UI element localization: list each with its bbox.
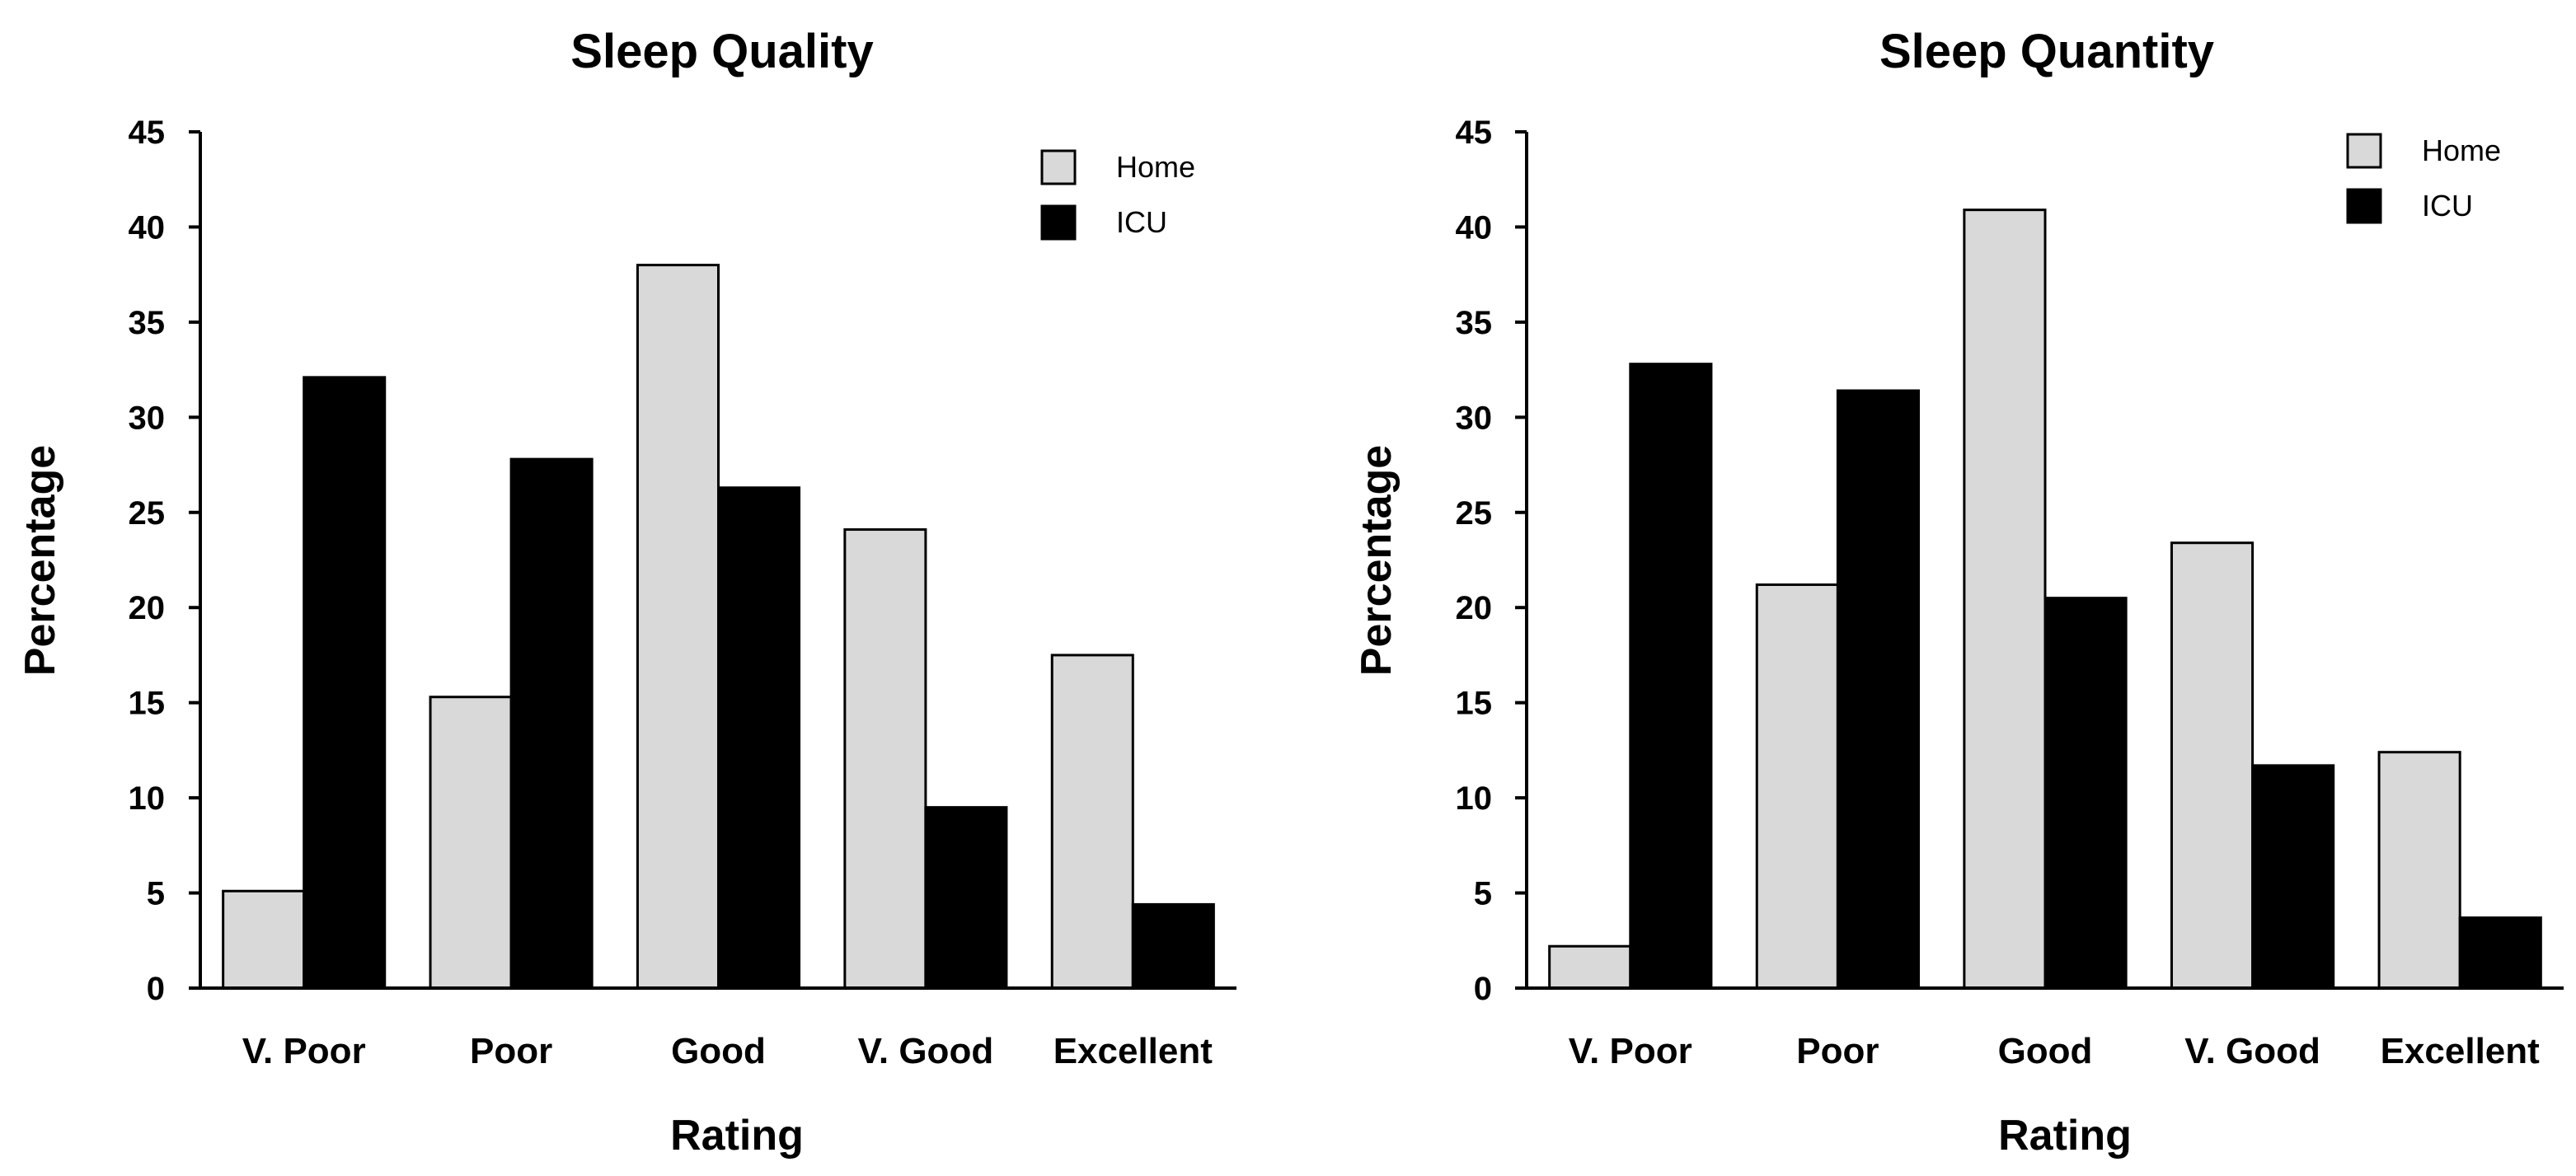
bar-home-v-poor — [1548, 944, 1632, 990]
y-tick-label: 0 — [147, 971, 165, 1007]
y-tick-label: 10 — [129, 780, 166, 817]
bar-home-v-good — [843, 528, 927, 990]
y-tick-label: 10 — [1456, 780, 1493, 817]
legend-label-home: Home — [2422, 134, 2501, 167]
legend: Home ICU — [2346, 133, 2501, 224]
bar-icu-excellent — [1131, 902, 1215, 990]
y-tick-label: 15 — [1456, 686, 1493, 722]
bar-icu-good — [2043, 597, 2128, 990]
bar-home-poor — [1755, 583, 1839, 990]
y-tick-label: 45 — [129, 115, 166, 151]
bar-home-v-poor — [222, 889, 306, 990]
chart-title: Sleep Quality — [570, 25, 873, 78]
chart-title: Sleep Quantity — [1879, 25, 2214, 78]
bar-icu-v-poor — [1629, 363, 1713, 990]
bar-icu-good — [717, 486, 801, 990]
sleep-quantity-chart: Sleep Quantity 0 5 10 15 20 25 30 35 40 45 V. Poo… — [1353, 25, 2564, 1160]
x-category-label: V. Good — [2184, 1031, 2320, 1071]
y-tick-label: 20 — [1456, 590, 1493, 626]
y-tick-label: 35 — [129, 305, 166, 341]
legend-label-home: Home — [1116, 150, 1195, 184]
x-axis-label: Rating — [670, 1112, 804, 1160]
x-category-label: Poor — [1796, 1031, 1879, 1071]
y-axis-ticks: 0 5 10 15 20 25 30 35 40 45 — [1456, 115, 1527, 1007]
x-axis-category-labels: V. Poor Poor Good V. Good Excellent — [1569, 1031, 2540, 1071]
x-category-label: V. Poor — [1569, 1031, 1692, 1071]
bar-home-good — [1963, 208, 2047, 990]
y-tick-label: 25 — [129, 495, 166, 532]
y-tick-label: 40 — [1456, 209, 1493, 246]
bar-icu-v-good — [924, 806, 1008, 990]
x-category-label: Excellent — [1053, 1031, 1213, 1071]
x-category-label: Good — [671, 1031, 766, 1071]
bar-home-excellent — [2377, 751, 2461, 990]
bars — [1548, 208, 2542, 990]
bar-home-v-good — [2170, 541, 2255, 990]
bar-icu-v-poor — [303, 376, 387, 990]
bar-home-good — [636, 264, 720, 990]
legend-swatch-icu — [2346, 188, 2382, 224]
y-tick-label: 20 — [129, 590, 166, 626]
legend-label-icu: ICU — [2422, 189, 2473, 223]
bar-icu-poor — [509, 457, 594, 990]
legend-label-icu: ICU — [1116, 205, 1167, 239]
x-category-label: Excellent — [2381, 1031, 2541, 1071]
bar-home-poor — [429, 696, 513, 990]
y-tick-label: 30 — [129, 400, 166, 436]
x-axis-label: Rating — [1998, 1112, 2132, 1160]
x-category-label: Good — [1998, 1031, 2093, 1071]
legend-swatch-icu — [1040, 204, 1077, 241]
y-tick-label: 5 — [147, 876, 165, 912]
x-category-label: Poor — [470, 1031, 552, 1071]
bar-icu-excellent — [2458, 916, 2542, 990]
axes — [1525, 132, 2564, 990]
y-tick-label: 15 — [129, 686, 166, 722]
x-category-label: V. Good — [858, 1031, 994, 1071]
y-tick-label: 0 — [1474, 971, 1492, 1007]
x-category-label: V. Poor — [242, 1031, 366, 1071]
y-tick-label: 35 — [1456, 305, 1493, 341]
y-tick-label: 45 — [1456, 115, 1493, 151]
y-tick-label: 25 — [1456, 495, 1493, 532]
bar-icu-v-good — [2251, 764, 2335, 990]
x-axis-category-labels: V. Poor Poor Good V. Good Excellent — [242, 1031, 1213, 1071]
legend-swatch-home — [2346, 133, 2382, 169]
legend: Home ICU — [1040, 149, 1195, 241]
bar-home-excellent — [1050, 654, 1134, 990]
sleep-quality-chart: Sleep Quality 0 5 10 15 20 25 30 35 40 45 V. Poor… — [16, 25, 1236, 1160]
legend-swatch-home — [1040, 149, 1077, 185]
bar-icu-poor — [1836, 389, 1921, 990]
y-axis-label: Percentage — [1353, 445, 1401, 676]
axes — [199, 132, 1236, 990]
y-axis-ticks: 0 5 10 15 20 25 30 35 40 45 — [129, 115, 200, 1007]
y-axis-label: Percentage — [16, 445, 64, 676]
y-tick-label: 40 — [129, 209, 166, 246]
y-tick-label: 30 — [1456, 400, 1493, 436]
y-tick-label: 5 — [1474, 876, 1492, 912]
bars — [222, 264, 1215, 990]
